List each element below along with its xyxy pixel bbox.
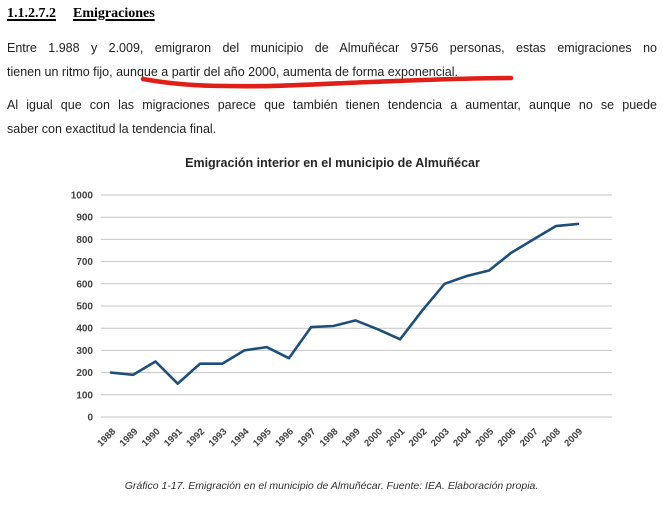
paragraph-2-line-2: saber con exactitud la tendencia final. (7, 122, 217, 136)
y-axis-labels: 0 100 200 300 400 500 600 700 800 900 1000 (71, 191, 94, 424)
x-tick-label: 1998 (318, 426, 341, 449)
x-tick-label: 2008 (540, 426, 563, 449)
x-tick-label: 2001 (384, 426, 407, 449)
y-tick-label: 300 (76, 346, 93, 357)
x-tick-label: 2007 (518, 426, 541, 449)
x-tick-label: 1988 (95, 426, 118, 449)
x-tick-label: 1993 (207, 426, 230, 449)
y-tick-label: 600 (76, 279, 93, 290)
paragraph-1-line-2: tienen un ritmo fijo, aunque a partir de… (7, 65, 458, 79)
section-number: 1.1.2.7.2 (7, 6, 56, 21)
y-tick-label: 500 (76, 302, 93, 313)
emigration-line-chart: 0 100 200 300 400 500 600 700 800 900 1000 1988 1989… (71, 191, 612, 449)
x-tick-label: 1990 (140, 426, 163, 449)
x-tick-label: 1991 (162, 426, 185, 449)
paragraph-2-line-1: Al igual que con las migraciones parece … (7, 98, 657, 112)
y-tick-label: 700 (76, 257, 93, 268)
paragraph-2: Al igual que con las migraciones parece … (7, 93, 657, 141)
y-tick-label: 900 (76, 213, 93, 224)
x-tick-label: 1996 (273, 426, 296, 449)
x-tick-label: 2002 (407, 426, 430, 449)
x-tick-label: 1995 (251, 426, 274, 449)
y-tick-label: 400 (76, 324, 93, 335)
chart-title: Emigración interior en el municipio de A… (185, 156, 480, 170)
x-tick-label: 1994 (229, 426, 252, 449)
paragraph-1: Entre 1.988 y 2.009, emigraron del munic… (7, 36, 657, 84)
y-tick-label: 0 (87, 413, 93, 424)
y-tick-label: 200 (76, 368, 93, 379)
paragraph-1-line-1: Entre 1.988 y 2.009, emigraron del munic… (7, 41, 657, 55)
figure-caption: Gráfico 1-17. Emigración en el municipio… (124, 480, 539, 492)
x-tick-label: 2003 (429, 426, 452, 449)
x-tick-label: 1999 (340, 426, 363, 449)
emigration-series-line (109, 222, 580, 385)
x-tick-label: 1989 (118, 426, 141, 449)
section-heading: 1.1.2.7.2 Emigraciones (7, 6, 155, 22)
x-tick-label: 2009 (562, 426, 585, 449)
gridlines (101, 194, 612, 418)
y-tick-label: 800 (76, 235, 93, 246)
x-tick-label: 2000 (362, 426, 385, 449)
y-tick-label: 1000 (71, 191, 94, 202)
x-axis-labels: 1988 1989 1990 1991 1992 1993 1994 1995 1996 1997… (95, 426, 585, 449)
x-tick-label: 1992 (184, 426, 207, 449)
y-tick-label: 100 (76, 390, 93, 401)
x-tick-label: 1997 (296, 426, 319, 449)
section-title: Emigraciones (73, 6, 155, 21)
x-tick-label: 2006 (496, 426, 519, 449)
x-tick-label: 2005 (473, 426, 496, 449)
x-tick-label: 2004 (451, 426, 474, 449)
